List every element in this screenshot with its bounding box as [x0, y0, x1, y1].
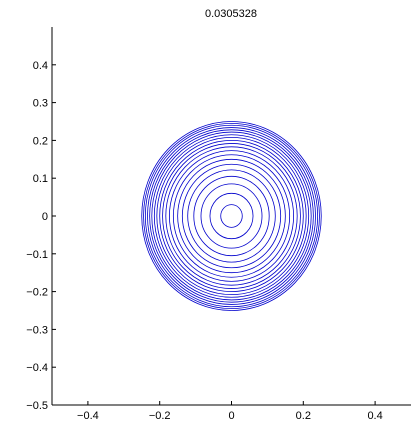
contour-level-11	[162, 143, 301, 289]
x-tick-label: −0.4	[77, 410, 99, 422]
contour-level-6	[181, 163, 282, 269]
contour-level-2	[209, 192, 254, 240]
contour-level-5	[187, 169, 276, 263]
contour-level-20	[141, 121, 322, 311]
y-tick-label: −0.5	[26, 400, 48, 412]
y-tick-label: 0	[42, 211, 48, 223]
chart-title: 0.0305328	[205, 8, 257, 20]
x-tick-label: 0.4	[367, 410, 382, 422]
x-tick-label: −0.2	[149, 410, 171, 422]
y-tick-label: −0.4	[26, 362, 48, 374]
y-tick-label: −0.1	[26, 249, 48, 261]
y-tick-label: −0.2	[26, 287, 48, 299]
contour-level-9	[168, 150, 295, 282]
contour-level-1	[220, 204, 243, 228]
contour-level-19	[143, 122, 320, 310]
plot-area	[141, 121, 322, 311]
contour-level-4	[193, 175, 270, 257]
axes: −0.4 −0.2 0 0.2 0.4 −0.5 −0.4 −0.3 −0.2 −0.1 0 0.1 0…	[26, 27, 411, 422]
contour-level-10	[165, 146, 298, 286]
contour-level-16	[149, 129, 314, 303]
contour-level-18	[144, 124, 319, 308]
x-tick-label: 0.2	[296, 410, 311, 422]
contour-level-7	[177, 158, 286, 274]
contour-level-17	[147, 127, 316, 305]
contour-level-3	[200, 183, 263, 249]
contour-level-8	[172, 154, 291, 278]
y-tick-label: 0.2	[33, 135, 48, 147]
contour-level-14	[153, 134, 310, 298]
y-tick-label: −0.3	[26, 324, 48, 336]
contour-level-15	[151, 131, 312, 301]
contour-level-13	[156, 136, 307, 296]
y-tick-label: 0.3	[33, 98, 48, 110]
x-tick-label: 0	[228, 410, 234, 422]
y-tick-label: 0.4	[33, 60, 48, 72]
contour-level-12	[159, 139, 304, 292]
y-tick-label: 0.1	[33, 173, 48, 185]
